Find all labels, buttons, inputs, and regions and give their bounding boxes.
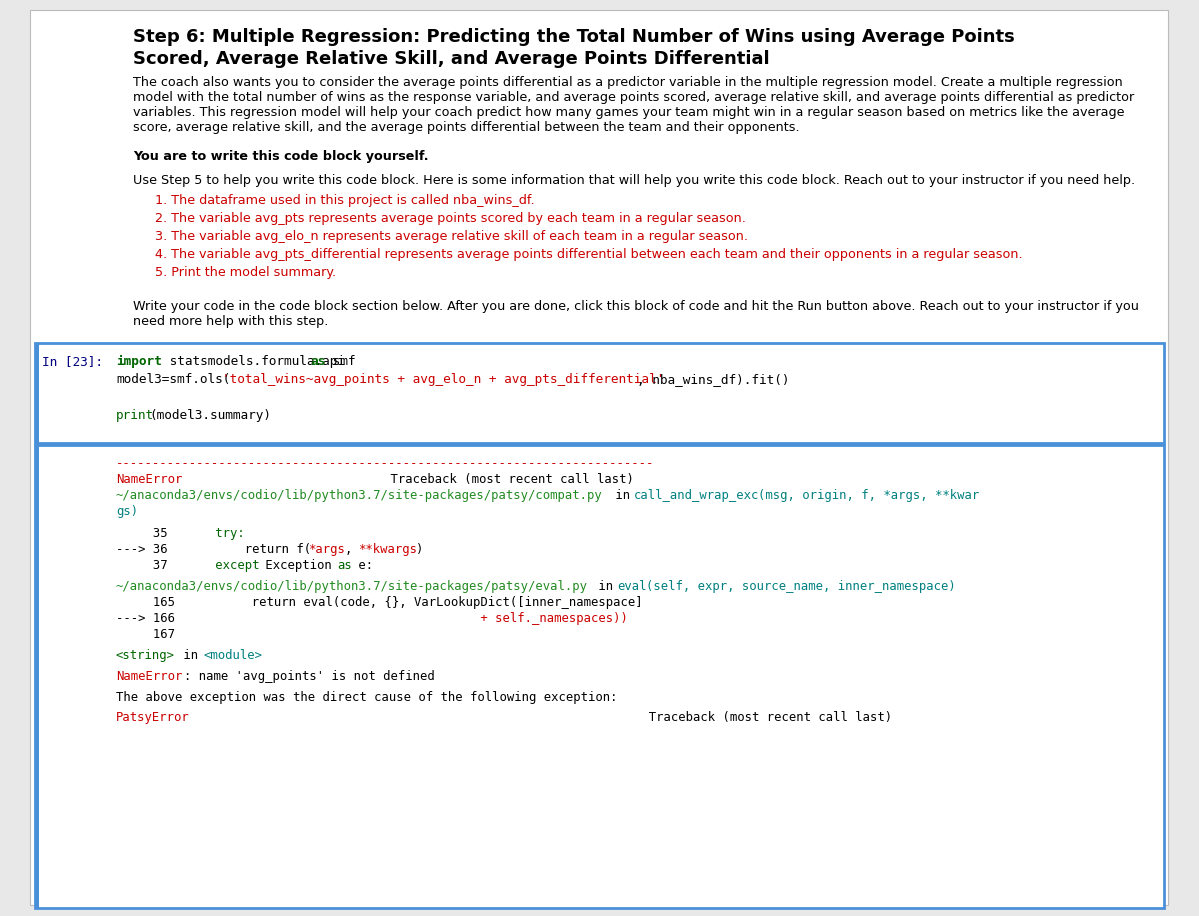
Text: ~/anaconda3/envs/codio/lib/python3.7/site-packages/patsy/compat.py: ~/anaconda3/envs/codio/lib/python3.7/sit…: [116, 489, 603, 502]
Text: 3. The variable avg_elo_n represents average relative skill of each team in a re: 3. The variable avg_elo_n represents ave…: [155, 230, 748, 243]
Text: + self._namespaces)): + self._namespaces)): [177, 612, 628, 626]
Text: model with the total number of wins as the response variable, and average points: model with the total number of wins as t…: [133, 91, 1134, 104]
Text: <string>: <string>: [116, 649, 175, 662]
Text: model3=smf.ols(: model3=smf.ols(: [116, 373, 230, 386]
Text: eval: eval: [617, 580, 646, 594]
Text: <module>: <module>: [204, 649, 263, 662]
Text: return eval(code, {}, VarLookupDict([inner_namespace]: return eval(code, {}, VarLookupDict([inn…: [177, 596, 643, 609]
Text: Traceback (most recent call last): Traceback (most recent call last): [183, 473, 634, 486]
Text: smf: smf: [325, 355, 355, 368]
Text: (self, expr, source_name, inner_namespace): (self, expr, source_name, inner_namespac…: [646, 580, 956, 594]
Text: score, average relative skill, and the average points differential between the t: score, average relative skill, and the a…: [133, 121, 800, 134]
Text: except: except: [171, 560, 259, 572]
Text: statsmodels.formula.api: statsmodels.formula.api: [162, 355, 353, 368]
Text: in: in: [591, 580, 621, 594]
Text: (model3.summary): (model3.summary): [149, 409, 271, 422]
Text: ): ): [416, 543, 423, 556]
Text: Write your code in the code block section below. After you are done, click this : Write your code in the code block sectio…: [133, 300, 1139, 313]
Bar: [35, 343, 1164, 443]
Text: ---> 36: ---> 36: [116, 543, 168, 556]
Text: Use Step 5 to help you write this code block. Here is some information that will: Use Step 5 to help you write this code b…: [133, 174, 1135, 187]
Text: try:: try:: [171, 528, 245, 540]
Text: -------------------------------------------------------------------------: ----------------------------------------…: [116, 457, 655, 470]
Text: The coach also wants you to consider the average points differential as a predic: The coach also wants you to consider the…: [133, 76, 1122, 89]
Text: print: print: [116, 409, 155, 422]
Text: (msg, origin, f, *args, **kwar: (msg, origin, f, *args, **kwar: [758, 489, 980, 502]
Text: as: as: [337, 560, 351, 572]
Text: in: in: [176, 649, 205, 662]
Text: call_and_wrap_exc: call_and_wrap_exc: [634, 489, 759, 502]
Text: e:: e:: [351, 560, 373, 572]
Text: variables. This regression model will help your coach predict how many games you: variables. This regression model will he…: [133, 106, 1125, 119]
Text: ,: ,: [345, 543, 360, 556]
Text: Step 6: Multiple Regression: Predicting the Total Number of Wins using Average P: Step 6: Multiple Regression: Predicting …: [133, 28, 1014, 46]
Text: NameError: NameError: [116, 473, 182, 486]
Text: 37: 37: [116, 560, 168, 572]
Text: 1. The dataframe used in this project is called nba_wins_df.: 1. The dataframe used in this project is…: [155, 194, 535, 207]
Text: ~/anaconda3/envs/codio/lib/python3.7/site-packages/patsy/eval.py: ~/anaconda3/envs/codio/lib/python3.7/sit…: [116, 580, 588, 594]
Text: 'total_wins~avg_points + avg_elo_n + avg_pts_differential': 'total_wins~avg_points + avg_elo_n + avg…: [222, 373, 664, 386]
Text: need more help with this step.: need more help with this step.: [133, 315, 329, 328]
Text: 5. Print the model summary.: 5. Print the model summary.: [155, 266, 336, 279]
Bar: [35, 445, 1164, 908]
Text: Traceback (most recent call last): Traceback (most recent call last): [516, 712, 892, 725]
Text: The above exception was the direct cause of the following exception:: The above exception was the direct cause…: [116, 691, 617, 703]
Text: PatsyError: PatsyError: [116, 712, 189, 725]
Text: Exception: Exception: [258, 560, 339, 572]
Text: ---> 166: ---> 166: [116, 612, 175, 626]
Text: 2. The variable avg_pts represents average points scored by each team in a regul: 2. The variable avg_pts represents avera…: [155, 212, 746, 225]
Text: Scored, Average Relative Skill, and Average Points Differential: Scored, Average Relative Skill, and Aver…: [133, 50, 770, 68]
Text: You are to write this code block yourself.: You are to write this code block yoursel…: [133, 150, 428, 163]
Text: *args: *args: [309, 543, 345, 556]
Text: 35: 35: [116, 528, 168, 540]
Text: 4. The variable avg_pts_differential represents average points differential betw: 4. The variable avg_pts_differential rep…: [155, 248, 1023, 261]
Text: in: in: [608, 489, 638, 502]
Bar: [35, 343, 40, 443]
Text: 165: 165: [116, 596, 175, 609]
Bar: [35, 445, 40, 908]
Text: NameError: NameError: [116, 670, 182, 682]
Text: : name 'avg_points' is not defined: : name 'avg_points' is not defined: [183, 670, 435, 682]
Text: , nba_wins_df).fit(): , nba_wins_df).fit(): [637, 373, 789, 386]
Text: import: import: [116, 355, 162, 368]
Text: In [23]:: In [23]:: [42, 355, 103, 368]
Text: as: as: [311, 355, 325, 368]
Text: 167: 167: [116, 628, 175, 641]
Text: gs): gs): [116, 505, 138, 518]
Text: return f(: return f(: [171, 543, 311, 556]
Text: **kwargs: **kwargs: [359, 543, 418, 556]
